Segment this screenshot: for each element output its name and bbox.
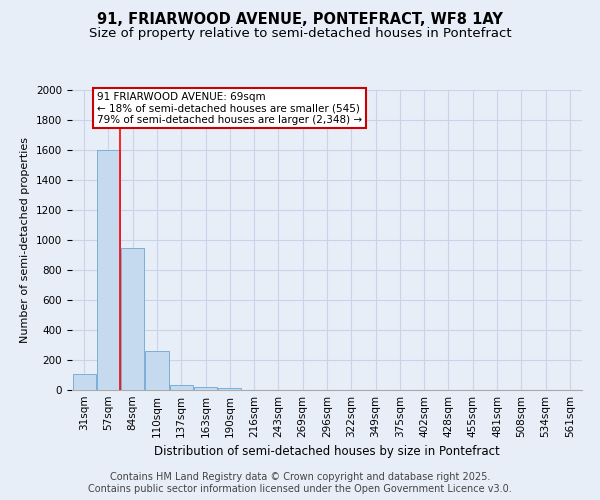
Text: Size of property relative to semi-detached houses in Pontefract: Size of property relative to semi-detach… — [89, 28, 511, 40]
Text: 91 FRIARWOOD AVENUE: 69sqm
← 18% of semi-detached houses are smaller (545)
79% o: 91 FRIARWOOD AVENUE: 69sqm ← 18% of semi… — [97, 92, 362, 124]
X-axis label: Distribution of semi-detached houses by size in Pontefract: Distribution of semi-detached houses by … — [154, 446, 500, 458]
Bar — [170, 385, 193, 390]
Text: Contains HM Land Registry data © Crown copyright and database right 2025.
Contai: Contains HM Land Registry data © Crown c… — [88, 472, 512, 494]
Text: 91, FRIARWOOD AVENUE, PONTEFRACT, WF8 1AY: 91, FRIARWOOD AVENUE, PONTEFRACT, WF8 1A… — [97, 12, 503, 28]
Bar — [97, 150, 120, 390]
Bar — [145, 351, 169, 390]
Bar — [218, 388, 241, 390]
Bar — [73, 374, 95, 390]
Bar — [194, 387, 217, 390]
Bar — [121, 248, 144, 390]
Y-axis label: Number of semi-detached properties: Number of semi-detached properties — [20, 137, 31, 343]
